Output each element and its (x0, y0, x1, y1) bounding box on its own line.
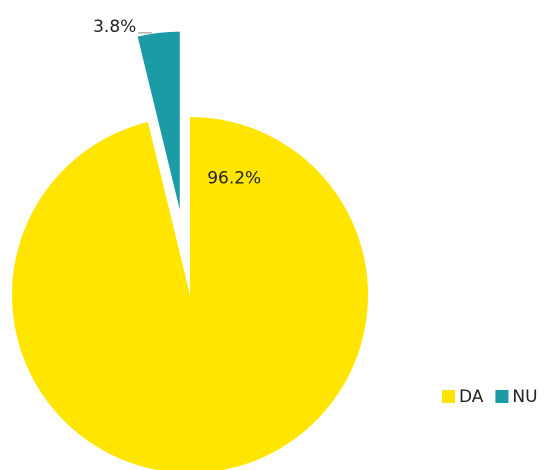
legend-swatch (442, 390, 455, 403)
data-label: 3.8% (93, 17, 136, 37)
data-label: 96.2% (207, 169, 261, 189)
legend-label: DA (459, 387, 484, 407)
legend-label: NU (512, 387, 537, 407)
legend-swatch (495, 390, 509, 403)
pie-slice (137, 31, 180, 210)
pie-slice (12, 117, 368, 470)
